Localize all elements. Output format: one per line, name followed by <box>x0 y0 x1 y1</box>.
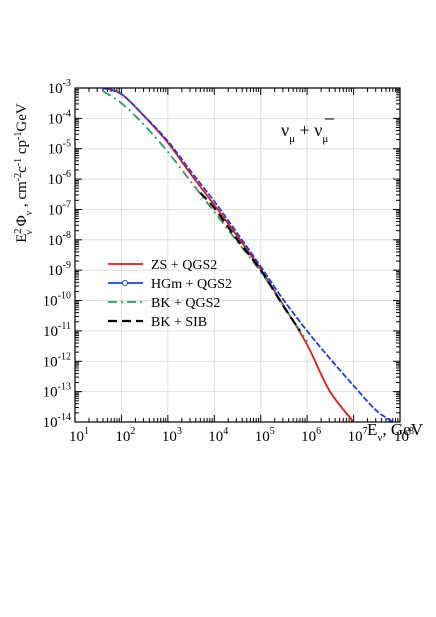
legend-label-0: ZS + QGS2 <box>151 258 217 273</box>
series-line-0 <box>102 88 355 422</box>
x-tick-label: 108 <box>394 426 414 445</box>
y-tick-label: 10-11 <box>43 321 71 340</box>
x-tick-label: 107 <box>348 426 368 445</box>
legend-label-3: BK + SIB <box>151 315 207 330</box>
series-line-1 <box>102 88 394 422</box>
legend-label-2: BK + QGS2 <box>151 296 220 311</box>
grid-lines <box>74 87 401 423</box>
y-tick-label: 10-7 <box>48 199 71 218</box>
y-tick-label: 10-8 <box>48 230 71 249</box>
x-tick-label: 103 <box>162 426 182 445</box>
y-tick-label: 10-6 <box>48 169 71 188</box>
plot-frame <box>74 87 401 423</box>
y-tick-labels: 10-3 10-4 10-5 10-6 10-7 10-8 10-9 10-10 10-11 10… <box>43 78 71 431</box>
legend-marker <box>122 280 128 286</box>
y-tick-label: 10-4 <box>48 108 71 127</box>
y-tick-label: 10-12 <box>43 351 71 370</box>
x-tick-label: 101 <box>69 426 89 445</box>
y-tick-label: 10-5 <box>48 139 71 158</box>
series-line-3 <box>199 192 301 332</box>
x-tick-labels: 101 102 103 104 105 106 107 108 <box>69 426 414 445</box>
legend: ZS + QGS2 HGm + QGS2 BK + QGS2 BK + SIB <box>108 258 232 330</box>
y-tick-label: 10-9 <box>48 260 71 279</box>
y-axis-label: E2ν Φν , cm-2c-1 cp-1GeV <box>13 103 35 243</box>
y-tick-label: 10-10 <box>43 291 71 310</box>
y-tick-label: 10-3 <box>48 78 71 97</box>
flavor-annotation: νμ + νμ <box>281 120 328 145</box>
y-tick-label: 10-13 <box>43 382 71 401</box>
x-tick-label: 104 <box>208 426 228 445</box>
y-tick-label: 10-14 <box>43 412 71 431</box>
x-tick-label: 102 <box>115 426 135 445</box>
x-tick-label: 105 <box>255 426 275 445</box>
series-layer <box>102 88 394 422</box>
minor-ticks <box>74 88 400 423</box>
x-tick-label: 106 <box>301 426 321 445</box>
legend-label-1: HGm + QGS2 <box>151 277 232 292</box>
